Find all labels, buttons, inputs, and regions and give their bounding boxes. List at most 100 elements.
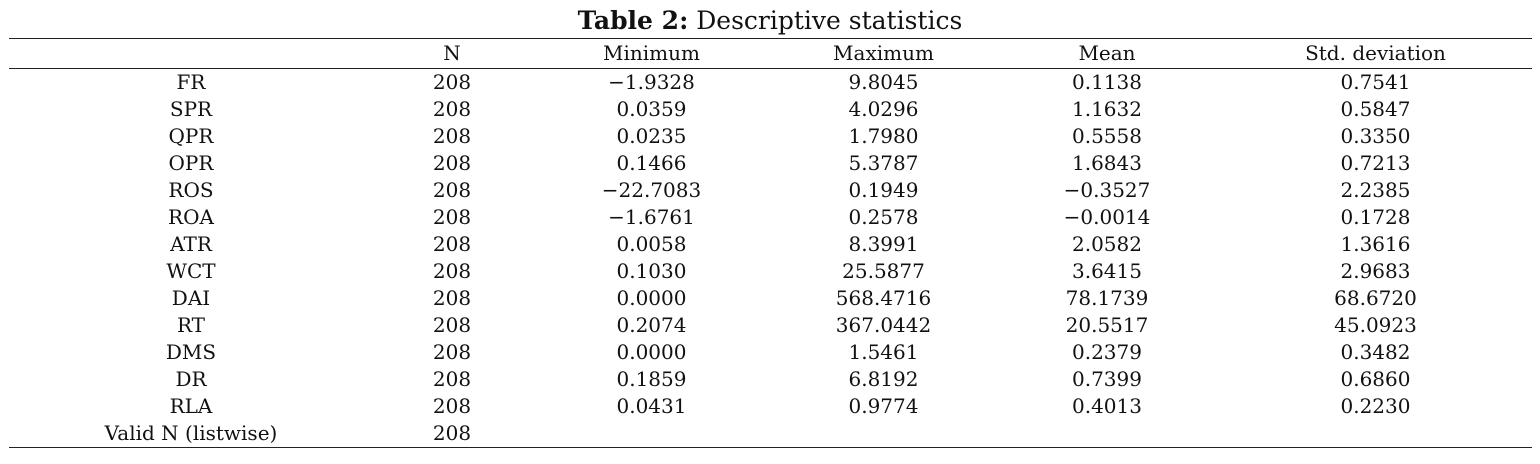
n-cell: 208 (432, 232, 472, 256)
header-cell-n: N (443, 41, 461, 65)
variable-cell: QPR (168, 124, 214, 148)
minimum-cell: −1.9328 (608, 70, 695, 94)
mean-cell: 0.2379 (1072, 340, 1142, 364)
mean-cell: 3.6415 (1072, 259, 1142, 283)
table-row: OPR 208 0.1466 5.3787 1.6843 0.7213 (9, 150, 1532, 177)
n-cell: 208 (432, 70, 472, 94)
maximum-cell: 9.8045 (848, 70, 919, 94)
maximum-cell: 367.0442 (835, 313, 932, 337)
maximum-cell: 0.9774 (848, 394, 919, 418)
std-deviation-cell: 0.7541 (1340, 70, 1411, 94)
table-caption-text: Descriptive statistics (696, 6, 963, 35)
variable-cell: RT (176, 313, 206, 337)
table-caption: Table 2: Descriptive statistics (0, 6, 1540, 36)
std-deviation-cell: 0.3350 (1340, 124, 1411, 148)
n-cell: 208 (432, 97, 472, 121)
variable-cell: OPR (168, 151, 214, 175)
maximum-cell: 25.5877 (842, 259, 925, 283)
minimum-cell: −1.6761 (608, 205, 695, 229)
minimum-cell: 0.1466 (616, 151, 687, 175)
minimum-cell: 0.1030 (616, 259, 687, 283)
variable-cell: ROA (168, 205, 214, 229)
table-row: DMS 208 0.0000 1.5461 0.2379 0.3482 (9, 339, 1532, 366)
header-cell-std-deviation: Std. deviation (1305, 41, 1446, 65)
mean-cell: −0.3527 (1063, 178, 1151, 202)
table-row: ROS 208 −22.7083 0.1949 −0.3527 2.2385 (9, 177, 1532, 204)
maximum-cell: 6.8192 (848, 367, 919, 391)
std-deviation-cell: 1.3616 (1340, 232, 1411, 256)
header-row: N Minimum Maximum Mean Std. deviation (9, 38, 1532, 69)
n-cell: 208 (432, 286, 472, 310)
std-deviation-cell: 0.2230 (1340, 394, 1411, 418)
n-cell: 208 (432, 340, 472, 364)
n-cell: 208 (432, 151, 472, 175)
std-deviation-cell: 2.2385 (1340, 178, 1411, 202)
std-deviation-cell: 45.0923 (1334, 313, 1417, 337)
n-cell: 208 (432, 367, 472, 391)
maximum-cell: 1.7980 (848, 124, 919, 148)
maximum-cell (772, 420, 995, 448)
maximum-cell: 1.5461 (848, 340, 919, 364)
n-cell: 208 (432, 178, 472, 202)
table-caption-label: Table 2: (577, 6, 689, 35)
header-cell-mean: Mean (1078, 41, 1136, 65)
table-header: N Minimum Maximum Mean Std. deviation (9, 38, 1532, 69)
minimum-cell: 0.0431 (616, 394, 687, 418)
std-deviation-cell: 2.9683 (1340, 259, 1411, 283)
mean-cell: 0.5558 (1072, 124, 1142, 148)
header-cell-minimum: Minimum (603, 41, 700, 65)
mean-cell (995, 420, 1219, 448)
mean-cell: 0.4013 (1072, 394, 1142, 418)
minimum-cell: 0.2074 (616, 313, 687, 337)
std-deviation-cell (1219, 420, 1532, 448)
minimum-cell: 0.1859 (616, 367, 687, 391)
minimum-cell: 0.0058 (616, 232, 687, 256)
std-deviation-cell: 0.5847 (1340, 97, 1411, 121)
n-cell: 208 (432, 259, 472, 283)
maximum-cell: 8.3991 (848, 232, 919, 256)
n-cell: 208 (432, 205, 472, 229)
variable-cell: Valid N (listwise) (104, 421, 278, 445)
mean-cell: 1.6843 (1072, 151, 1142, 175)
header-cell-maximum: Maximum (833, 41, 934, 65)
table-row: Valid N (listwise) 208 (9, 420, 1532, 448)
table-row: ATR 208 0.0058 8.3991 2.0582 1.3616 (9, 231, 1532, 258)
minimum-cell: −22.7083 (601, 178, 702, 202)
minimum-cell: 0.0000 (616, 286, 687, 310)
minimum-cell: 0.0235 (616, 124, 687, 148)
variable-cell: RLA (169, 394, 213, 418)
maximum-cell: 0.1949 (848, 178, 919, 202)
mean-cell: 1.1632 (1072, 97, 1142, 121)
table-body: FR 208 −1.9328 9.8045 0.1138 0.7541 SPR 208 0.03… (9, 69, 1532, 448)
variable-cell: FR (176, 70, 206, 94)
minimum-cell (531, 420, 772, 448)
maximum-cell: 568.4716 (835, 286, 932, 310)
table-row: WCT 208 0.1030 25.5877 3.6415 2.9683 (9, 258, 1532, 285)
table-row: DR 208 0.1859 6.8192 0.7399 0.6860 (9, 366, 1532, 393)
table-row: QPR 208 0.0235 1.7980 0.5558 0.3350 (9, 123, 1532, 150)
std-deviation-cell: 0.6860 (1340, 367, 1411, 391)
variable-cell: ATR (170, 232, 212, 256)
std-deviation-cell: 0.7213 (1340, 151, 1411, 175)
mean-cell: 0.7399 (1072, 367, 1142, 391)
std-deviation-cell: 68.6720 (1334, 286, 1417, 310)
maximum-cell: 0.2578 (848, 205, 919, 229)
table-row: RT 208 0.2074 367.0442 20.5517 45.0923 (9, 312, 1532, 339)
header-cell-variable (9, 39, 373, 69)
variable-cell: DAI (171, 286, 211, 310)
n-cell: 208 (432, 124, 472, 148)
mean-cell: 0.1138 (1072, 70, 1142, 94)
table-row: FR 208 −1.9328 9.8045 0.1138 0.7541 (9, 69, 1532, 97)
minimum-cell: 0.0000 (616, 340, 687, 364)
minimum-cell: 0.0359 (616, 97, 687, 121)
variable-cell: DMS (165, 340, 217, 364)
mean-cell: −0.0014 (1063, 205, 1151, 229)
table-row: SPR 208 0.0359 4.0296 1.1632 0.5847 (9, 96, 1532, 123)
std-deviation-cell: 0.1728 (1340, 205, 1411, 229)
n-cell: 208 (432, 394, 472, 418)
n-cell: 208 (432, 313, 472, 337)
mean-cell: 20.5517 (1065, 313, 1149, 337)
table-row: RLA 208 0.0431 0.9774 0.4013 0.2230 (9, 393, 1532, 420)
variable-cell: ROS (168, 178, 214, 202)
